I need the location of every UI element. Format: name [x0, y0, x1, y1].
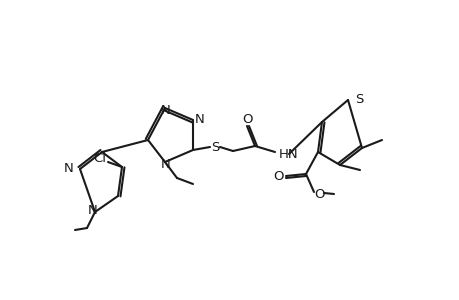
Text: N: N [64, 161, 74, 175]
Text: O: O [314, 188, 325, 202]
Text: O: O [273, 170, 284, 184]
Text: S: S [354, 92, 363, 106]
Text: N: N [161, 103, 170, 116]
Text: S: S [210, 140, 218, 154]
Text: Cl: Cl [93, 152, 106, 164]
Text: HN: HN [279, 148, 298, 160]
Text: N: N [88, 205, 98, 218]
Text: N: N [161, 158, 170, 170]
Text: O: O [242, 112, 253, 125]
Text: N: N [195, 112, 204, 125]
